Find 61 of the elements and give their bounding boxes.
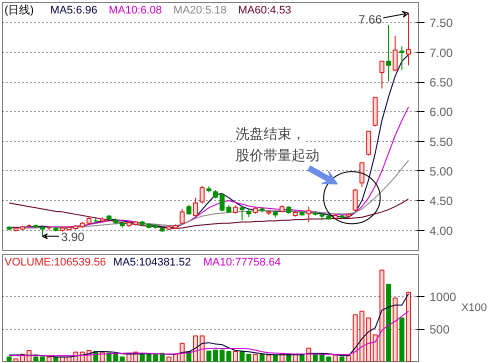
annotation: 3.90 (61, 230, 85, 244)
y-tick-label: 4.50 (430, 194, 454, 208)
y-tick-label: 6.50 (430, 76, 454, 90)
candlestick (386, 24, 392, 82)
annotation: 7.66 (358, 12, 382, 27)
bar (300, 354, 305, 362)
y-tick-label: 1000 (430, 290, 457, 304)
text: MA5:6.96 (50, 4, 98, 16)
bar (46, 356, 52, 362)
candlestick (40, 226, 45, 237)
bar (246, 354, 252, 362)
bar (346, 355, 352, 362)
bar (240, 350, 245, 362)
text: MA60:4.53 (238, 4, 292, 16)
annotation: 洗盘结束， (235, 126, 306, 143)
bar (379, 270, 384, 362)
y-tick-label: 7.50 (430, 16, 454, 30)
chart-title: (日线) (4, 4, 34, 16)
bar (6, 356, 12, 362)
bar (252, 354, 258, 362)
candlestick (406, 12, 412, 66)
candlestick (352, 188, 358, 212)
bar (392, 297, 398, 362)
candlestick (366, 130, 372, 156)
candlestick (306, 206, 312, 223)
bar (339, 356, 344, 362)
y-axis-title: X100 (461, 302, 487, 314)
bar (386, 284, 392, 362)
bar (260, 354, 265, 362)
candlestick (240, 206, 245, 221)
y-tick-label: 5.50 (430, 134, 454, 149)
text: MA20:5.18 (173, 4, 227, 16)
y-tick-label: 7.00 (430, 46, 454, 60)
annotation: 股价带量起动 (235, 148, 320, 164)
text: MA5:104381.52 (113, 256, 191, 268)
bar (232, 350, 238, 362)
bar (272, 354, 278, 362)
bar (226, 350, 232, 362)
y-tick-label: 500 (430, 322, 450, 337)
y-tick-label: 5.00 (430, 164, 454, 178)
candlestick (200, 185, 205, 204)
candlestick (359, 162, 364, 188)
candlestick (379, 60, 384, 90)
candlestick (193, 197, 198, 218)
candlestick (392, 35, 398, 72)
line-series (8, 310, 410, 356)
line-series (8, 198, 410, 230)
line-series (8, 293, 410, 358)
candlestick (186, 204, 192, 216)
bar (406, 292, 412, 362)
y-tick-label: 6.00 (430, 105, 454, 120)
bar (332, 354, 338, 362)
bar (399, 318, 404, 362)
text: VOLUME:106539.56 (4, 256, 106, 268)
text: MA10:77758.64 (203, 256, 281, 268)
candlestick (180, 208, 185, 225)
bar (120, 356, 125, 362)
text: MA10:6.08 (108, 4, 162, 16)
candlestick (399, 46, 404, 71)
bar (266, 354, 272, 362)
y-tick-label: 4.00 (430, 224, 454, 238)
